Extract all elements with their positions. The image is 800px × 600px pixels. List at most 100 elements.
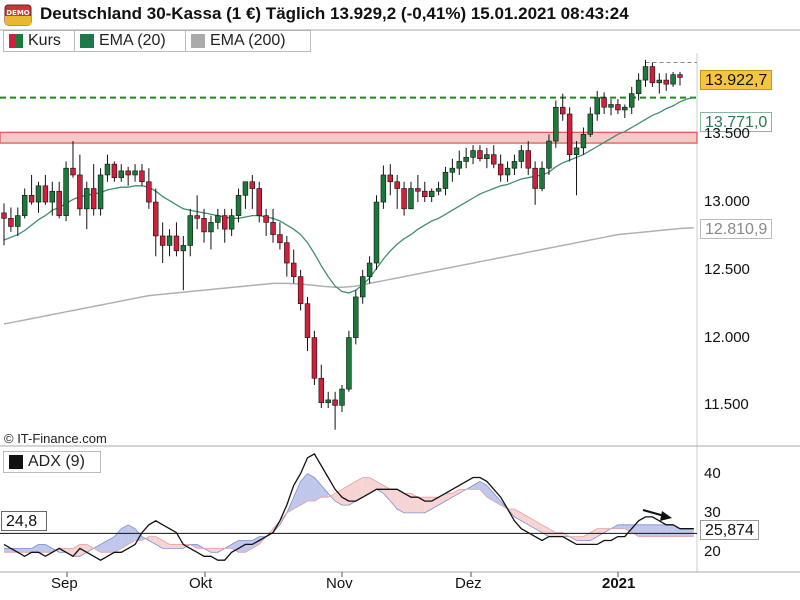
di-fill-segment [335,489,342,506]
candle-body [132,170,138,176]
di-fill-segment [128,524,136,545]
candle-body [339,388,345,406]
candle-body [615,104,621,111]
candle-body [118,170,124,178]
di-fill-segment [680,528,687,537]
candle-body [642,66,649,81]
candle-body [401,188,407,210]
last-price-tag: 13.922,7 [700,70,773,90]
y-tick-label: 13.500 [704,125,750,143]
candle-body [380,174,387,203]
candle-body [304,303,311,338]
candle-body [504,167,511,176]
di-fill-segment [176,544,184,549]
di-fill-segment [135,528,142,541]
legend-label: Kurs [28,32,61,49]
candle-body [628,93,635,108]
di-fill-segment [155,536,163,549]
candle-body [532,167,538,189]
di-fill-segment [300,473,308,506]
legend-item-ema200[interactable]: EMA (200) [185,30,311,52]
y-tick-label: 12.000 [704,328,750,346]
di-fill-segment [645,524,653,537]
di-fill-segment [390,489,398,509]
candle-body [42,185,49,203]
candle-body [63,167,69,216]
candle-body [228,215,235,230]
candle-body [428,190,435,197]
candle-body [180,245,187,252]
di-fill-segment [369,477,377,494]
di-fill-segment [638,524,646,537]
candle-body [566,113,573,155]
x-tick-label: 2021 [602,575,636,592]
demo-badge-icon: DEMO [4,4,32,26]
di-fill-segment [72,544,80,557]
candle-body [146,181,152,203]
candle-body [325,399,331,403]
candle-body [359,276,366,298]
di-fill-segment [38,544,46,553]
di-fill-segment [617,524,625,529]
ema200-price-tag: 12.810,9 [700,219,773,239]
candle-body [215,215,221,223]
ema200-line [3,226,694,325]
candle-body [242,181,249,196]
di-fill-segment [473,481,480,490]
candle-body [518,150,525,162]
di-fill-segment [652,524,660,537]
kurs-swatch-icon [9,34,23,48]
adx-y-tick-label: 40 [704,464,721,482]
adx-level-tag: 24,8 [1,511,47,531]
candle-body [601,97,607,108]
candle-body [539,167,545,189]
candle-body [15,215,21,227]
di-fill-segment [31,544,39,553]
candle-body [649,66,656,84]
candle-body [373,201,380,264]
candle-body [84,188,90,210]
candle-body [497,163,504,176]
candle-body [77,174,83,210]
candle-body [1,212,7,219]
di-fill-segment [107,536,115,553]
di-fill-segment [362,477,370,498]
candle-body [491,154,497,165]
candle-body [525,150,531,169]
legend-item-kurs[interactable]: Kurs [3,30,75,52]
di-fill-segment [100,540,108,553]
di-fill-segment [486,485,494,502]
candle-body [263,215,269,223]
candle-body [318,377,325,403]
x-tick-label: Sep [51,575,78,592]
candle-body [456,161,462,169]
candle-body [201,218,207,233]
candle-body [546,140,552,169]
di-fill-segment [686,528,694,537]
di-fill-segment [493,493,501,506]
y-tick-label: 13.000 [704,193,750,211]
adx-y-tick-label: 20 [704,543,721,561]
di-fill-segment [66,548,73,557]
legend-item-adx[interactable]: ADX (9) [3,451,101,473]
candle-body [290,262,297,277]
candle-body [346,337,352,390]
ema20-line [3,96,694,294]
candle-body [484,154,490,160]
di-fill-segment [169,544,177,549]
candle-body [442,171,449,189]
di-fill-segment [397,489,405,513]
di-fill-segment [528,516,536,529]
di-fill-segment [445,493,453,502]
candle-body [463,157,469,162]
di-fill-segment [576,536,584,541]
di-fill-segment [45,544,53,553]
di-fill-segment [548,528,556,537]
candle-body [70,167,76,176]
di-fill-segment [210,548,218,553]
candle-body [35,185,42,203]
candle-body [635,79,642,94]
candle-body [449,167,456,173]
legend-label: ADX (9) [28,453,85,470]
